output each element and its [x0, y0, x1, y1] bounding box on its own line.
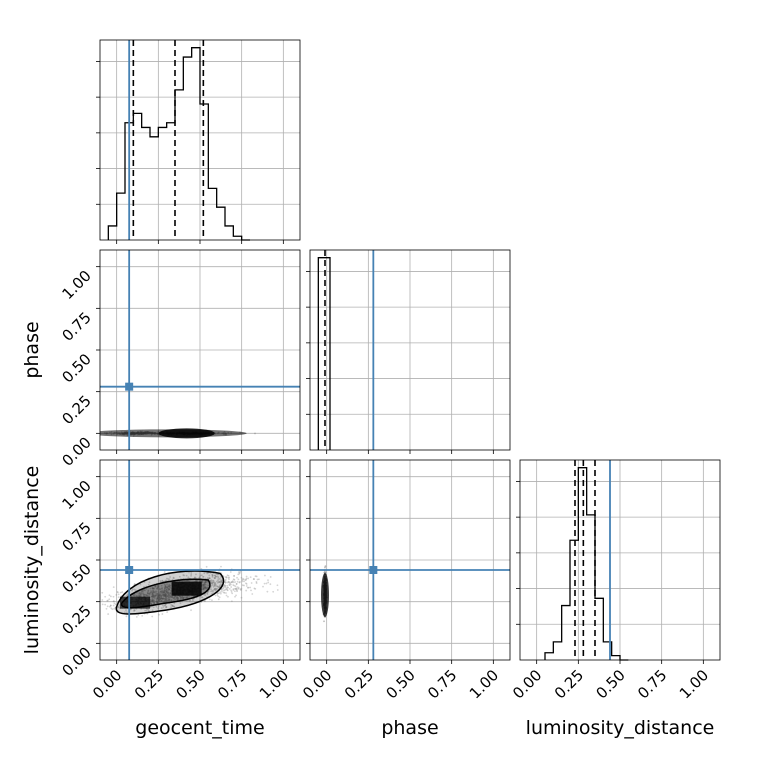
grid-phase-vs-geocent_time: [100, 250, 300, 450]
y-tick-label-phase: 0.25: [58, 392, 94, 428]
y-tick-label-phase: 0.50: [58, 350, 94, 386]
x-tick-label-phase: 1.00: [466, 666, 502, 702]
histogram-phase: [317, 257, 331, 450]
density-peak: [171, 581, 202, 596]
y-axis-label-phase: phase: [21, 321, 43, 378]
y-tick-label-phase: 0.00: [58, 433, 94, 469]
x-tick-label-luminosity_distance: 0.00: [509, 666, 545, 702]
x-tick-label-phase: 0.50: [382, 666, 418, 702]
y-tick-label-luminosity_distance: 0.25: [58, 602, 94, 638]
grid-luminosity_distance: [520, 460, 720, 660]
x-tick-label-phase: 0.25: [341, 666, 377, 702]
x-tick-label-phase: 0.75: [424, 666, 460, 702]
truth-marker: [369, 566, 378, 574]
x-tick-label-geocent_time: 0.50: [172, 666, 208, 702]
x-tick-label-luminosity_distance: 1.00: [676, 666, 712, 702]
density-peak: [158, 428, 215, 439]
histogram-geocent_time: [107, 47, 250, 241]
density-core: [321, 573, 329, 617]
x-tick-label-geocent_time: 1.00: [256, 666, 292, 702]
x-tick-label-luminosity_distance: 0.75: [634, 666, 670, 702]
truth-marker: [125, 566, 134, 574]
y-axis-label-luminosity_distance: luminosity_distance: [21, 466, 43, 655]
y-tick-label-luminosity_distance: 0.50: [58, 560, 94, 596]
x-tick-label-geocent_time: 0.00: [89, 666, 125, 702]
density-peak: [120, 596, 150, 609]
y-tick-label-phase: 0.75: [58, 308, 94, 344]
grid-phase: [310, 250, 510, 450]
x-tick-label-phase: 0.00: [299, 666, 335, 702]
density-phase-vs-geocent_time: [100, 428, 256, 439]
x-tick-label-luminosity_distance: 0.25: [551, 666, 587, 702]
y-tick-label-luminosity_distance: 0.75: [58, 518, 94, 554]
x-tick-label-geocent_time: 0.75: [214, 666, 250, 702]
grid-luminosity_distance-vs-geocent_time: [100, 460, 300, 660]
y-tick-label-phase: 1.00: [58, 267, 94, 303]
x-tick-label-luminosity_distance: 0.50: [592, 666, 628, 702]
truth-marker: [125, 382, 134, 391]
histogram-luminosity_distance: [544, 467, 629, 661]
y-tick-label-luminosity_distance: 1.00: [58, 477, 94, 513]
x-tick-label-geocent_time: 0.25: [131, 666, 167, 702]
density-luminosity_distance-vs-phase: [321, 565, 329, 623]
x-axis-label-geocent_time: geocent_time: [135, 717, 264, 739]
x-axis-label-luminosity_distance: luminosity_distance: [526, 717, 715, 739]
x-axis-label-phase: phase: [381, 717, 438, 739]
density-luminosity_distance-vs-geocent_time: [100, 565, 279, 618]
grid-luminosity_distance-vs-phase: [310, 460, 510, 660]
y-tick-label-luminosity_distance: 0.00: [58, 643, 94, 679]
